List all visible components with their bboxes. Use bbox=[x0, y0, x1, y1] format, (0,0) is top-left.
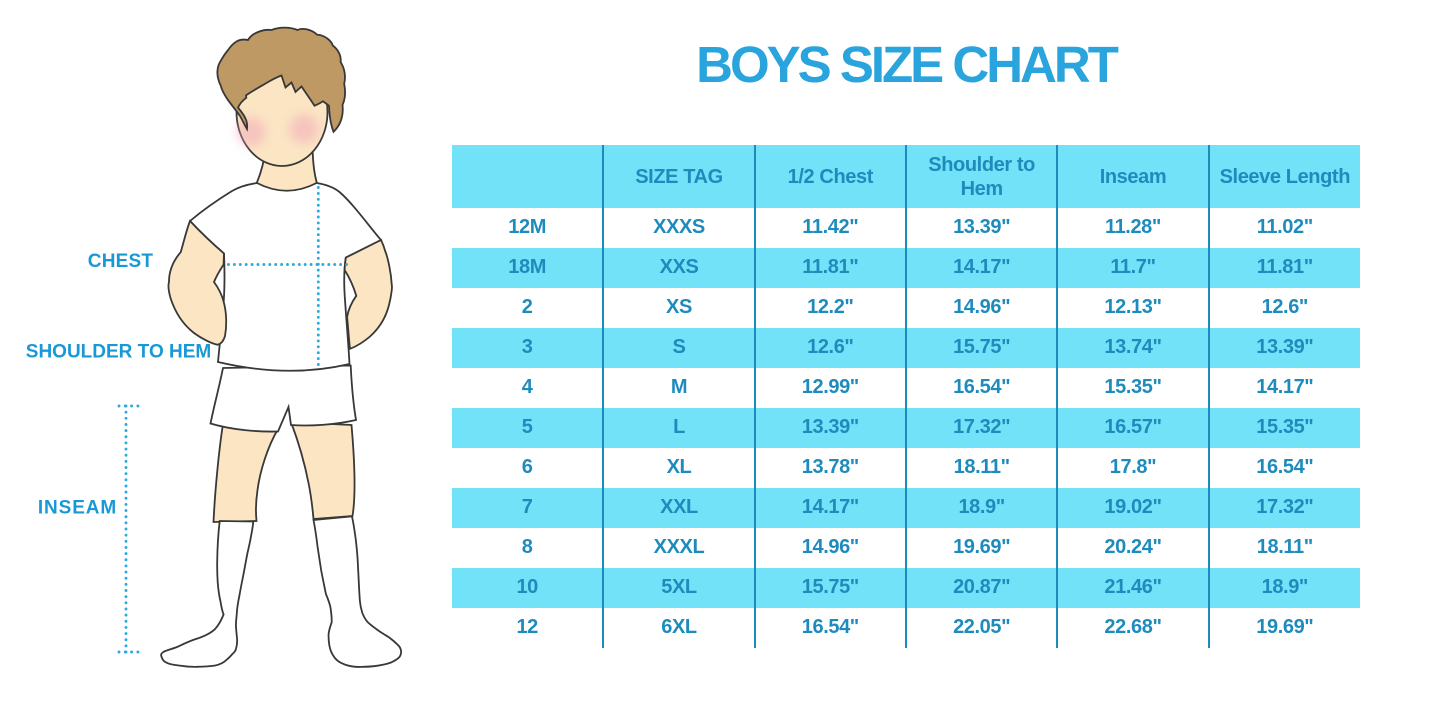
svg-text:SHOULDER TO HEM: SHOULDER TO HEM bbox=[26, 342, 211, 363]
svg-text:CHEST: CHEST bbox=[88, 251, 154, 272]
svg-text:INSEAM: INSEAM bbox=[38, 498, 117, 519]
